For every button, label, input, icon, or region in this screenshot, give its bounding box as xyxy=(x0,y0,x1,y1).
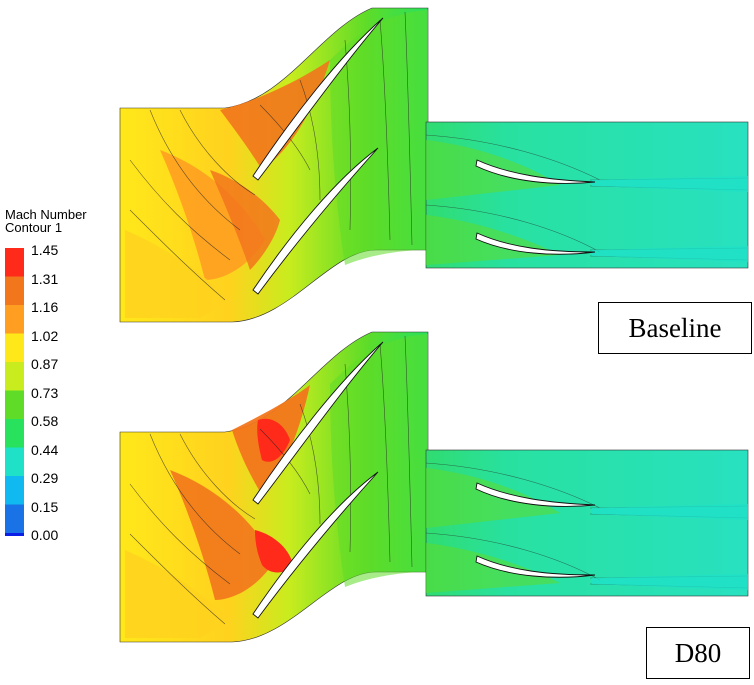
legend-swatch xyxy=(5,533,24,536)
legend-swatch xyxy=(5,305,24,334)
d80-stator-passage xyxy=(119,331,429,643)
color-legend: Mach Number Contour 1 1.45 1.31 1.16 1.02 0.… xyxy=(5,207,115,543)
legend-title-line1: Mach Number xyxy=(5,207,87,222)
legend-tick-label: 0.58 xyxy=(31,413,59,429)
legend-tick-label: 0.15 xyxy=(31,498,59,515)
legend-tick-label: 1.45 xyxy=(31,242,59,258)
d80-stator-blade-2 xyxy=(252,471,379,619)
legend-swatch xyxy=(5,276,24,306)
legend-swatch xyxy=(5,362,24,391)
baseline-rotor-passage xyxy=(425,121,749,269)
legend-swatch xyxy=(5,390,24,420)
legend-tick-label: 1.02 xyxy=(31,327,59,344)
legend-swatch xyxy=(5,248,24,277)
legend-tick-label: 1.16 xyxy=(31,299,59,315)
baseline-rotor-blade-2 xyxy=(475,232,596,255)
legend-swatch xyxy=(5,333,24,363)
legend-swatch xyxy=(5,476,24,505)
legend-tick-label: 0.87 xyxy=(31,356,59,372)
baseline-rotor-blade-1 xyxy=(475,159,596,184)
d80-rotor-passage xyxy=(425,449,749,597)
d80-label: D80 xyxy=(646,627,750,679)
legend-tick-label: 1.31 xyxy=(31,270,59,287)
baseline-stator-blade-2 xyxy=(252,147,379,295)
legend-swatch xyxy=(5,419,24,448)
legend-swatch xyxy=(5,447,24,477)
baseline-label: Baseline xyxy=(598,302,752,354)
baseline-stator-blade-1 xyxy=(252,17,384,181)
baseline-stator-passage xyxy=(119,7,429,323)
d80-rotor-blade-1 xyxy=(475,482,596,507)
legend-swatch xyxy=(5,504,24,534)
d80-stator-blade-1 xyxy=(252,341,384,505)
legend-tick-label: 0.00 xyxy=(31,527,59,543)
d80-rotor-blade-2 xyxy=(475,555,596,578)
legend-tick-label: 0.73 xyxy=(31,384,59,401)
legend-color-bar xyxy=(5,248,24,536)
legend-tick-label: 0.29 xyxy=(31,470,59,486)
legend-tick-label: 0.44 xyxy=(31,441,59,458)
legend-title-line2: Contour 1 xyxy=(5,220,63,235)
